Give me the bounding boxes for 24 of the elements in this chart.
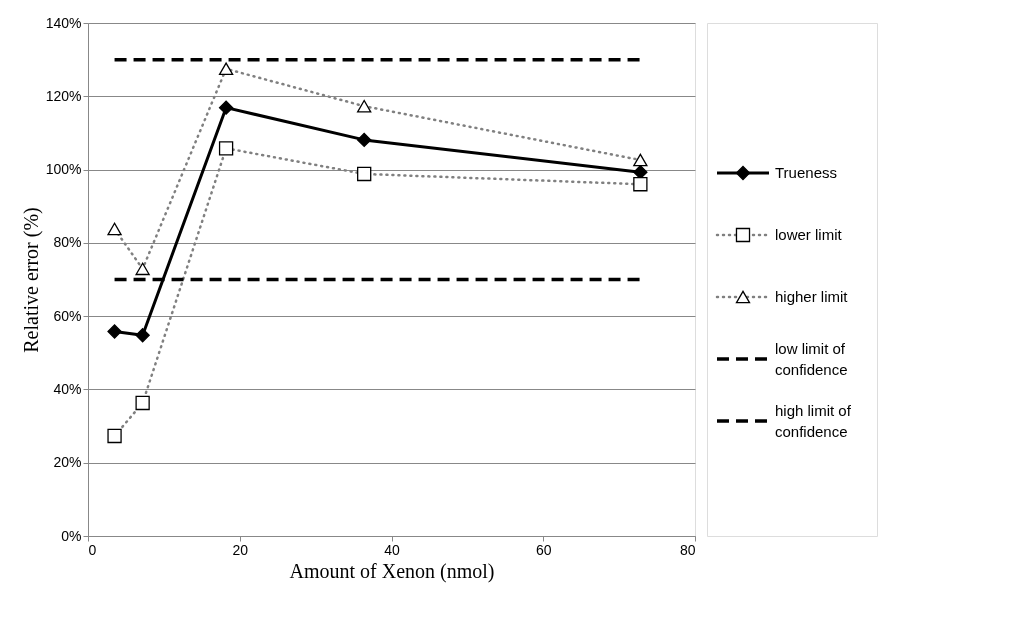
- x-tick-label: 20: [232, 541, 249, 558]
- y-tick-label: 60%: [53, 307, 82, 324]
- legend-label: lower limit: [775, 226, 843, 243]
- y-tick-label: 140%: [45, 14, 82, 31]
- x-tick-label: 0: [88, 541, 97, 558]
- x-axis-title: Amount of Xenon (nmol): [289, 559, 495, 583]
- x-tick-label: 80: [679, 541, 696, 558]
- point: [107, 324, 122, 339]
- y-tick-label: 100%: [45, 161, 82, 178]
- point: [357, 132, 372, 148]
- legend-label: Trueness: [775, 164, 837, 181]
- point: [218, 100, 234, 115]
- x-tick-label: 60: [535, 541, 552, 558]
- y-tick-label: 20%: [53, 454, 82, 471]
- legend-label: high limit of confidence: [775, 401, 852, 440]
- x-tick-label: 40: [384, 541, 400, 558]
- point: [135, 328, 150, 343]
- y-axis-title: Relative error (%): [19, 207, 43, 353]
- legend-label: low limit of confidence: [775, 339, 848, 378]
- y-tick-label: 120%: [45, 87, 82, 104]
- legend-label: higher limit: [775, 288, 849, 305]
- y-tick-label: 80%: [53, 234, 82, 251]
- y-tick-label: 0%: [61, 527, 82, 544]
- y-tick-label: 40%: [53, 380, 82, 397]
